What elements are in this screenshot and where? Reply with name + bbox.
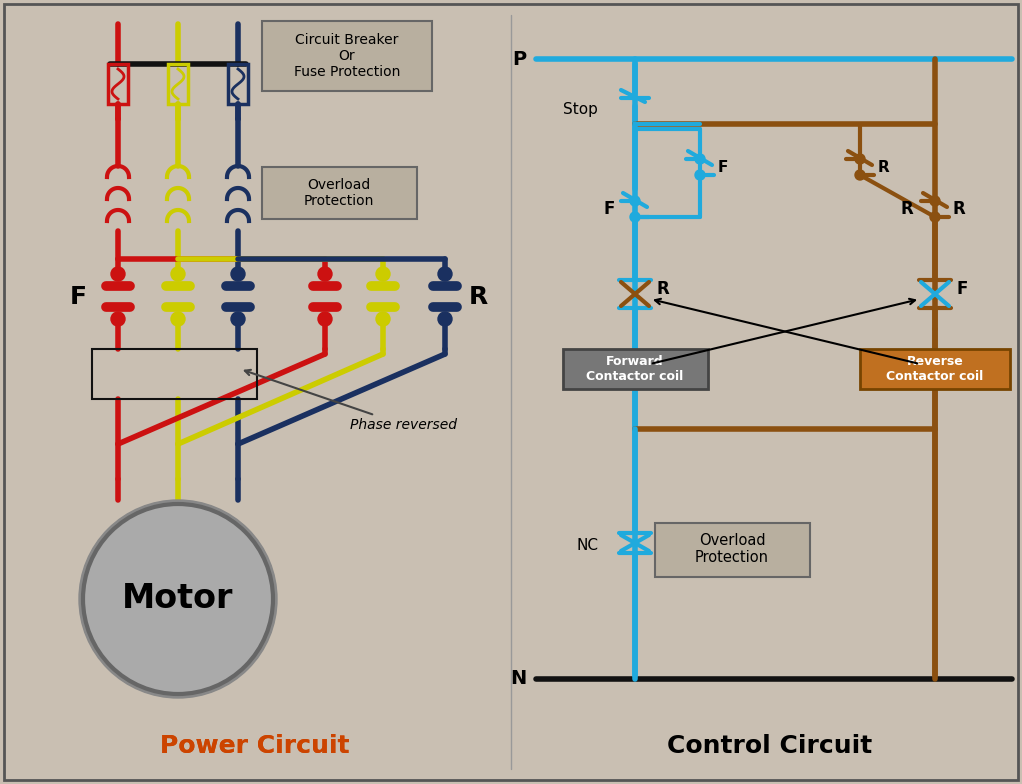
FancyBboxPatch shape xyxy=(4,4,1018,780)
FancyBboxPatch shape xyxy=(262,167,417,219)
Circle shape xyxy=(318,312,332,326)
Text: F: F xyxy=(604,200,615,218)
Circle shape xyxy=(630,212,640,222)
Text: R: R xyxy=(953,200,966,218)
Circle shape xyxy=(930,212,940,222)
Circle shape xyxy=(231,267,245,281)
Circle shape xyxy=(111,267,125,281)
Text: Power Circuit: Power Circuit xyxy=(160,734,350,758)
Text: Power Circuit: Power Circuit xyxy=(160,734,350,758)
Text: Overload
Protection: Overload Protection xyxy=(695,533,769,565)
Circle shape xyxy=(171,312,185,326)
Text: R: R xyxy=(878,159,890,175)
Text: Reverse
Contactor coil: Reverse Contactor coil xyxy=(886,355,983,383)
Circle shape xyxy=(438,312,452,326)
Circle shape xyxy=(855,154,865,164)
Text: Motor: Motor xyxy=(123,583,234,615)
Circle shape xyxy=(855,170,865,180)
Circle shape xyxy=(79,500,277,698)
Circle shape xyxy=(318,267,332,281)
Text: Overload
Protection: Overload Protection xyxy=(304,178,374,208)
Circle shape xyxy=(376,312,390,326)
Text: Stop: Stop xyxy=(563,101,598,117)
Text: Control Circuit: Control Circuit xyxy=(667,734,873,758)
Circle shape xyxy=(83,504,273,694)
Circle shape xyxy=(438,267,452,281)
Text: Circuit Breaker
Or
Fuse Protection: Circuit Breaker Or Fuse Protection xyxy=(293,33,401,79)
Circle shape xyxy=(111,312,125,326)
Circle shape xyxy=(231,312,245,326)
Text: F: F xyxy=(69,285,87,309)
Circle shape xyxy=(695,170,705,180)
Circle shape xyxy=(630,196,640,206)
Text: R: R xyxy=(657,280,669,298)
FancyBboxPatch shape xyxy=(655,523,810,577)
FancyBboxPatch shape xyxy=(860,349,1010,389)
Text: N: N xyxy=(510,670,526,688)
Text: F: F xyxy=(718,159,729,175)
Circle shape xyxy=(171,267,185,281)
Circle shape xyxy=(376,267,390,281)
Text: Phase reversed: Phase reversed xyxy=(245,370,457,432)
Text: NC: NC xyxy=(576,539,598,554)
Circle shape xyxy=(930,196,940,206)
Text: P: P xyxy=(512,49,526,68)
FancyBboxPatch shape xyxy=(262,21,432,91)
Text: Forward
Contactor coil: Forward Contactor coil xyxy=(587,355,684,383)
FancyBboxPatch shape xyxy=(563,349,708,389)
Text: R: R xyxy=(468,285,487,309)
Text: F: F xyxy=(957,280,969,298)
Text: R: R xyxy=(900,200,913,218)
Circle shape xyxy=(695,154,705,164)
